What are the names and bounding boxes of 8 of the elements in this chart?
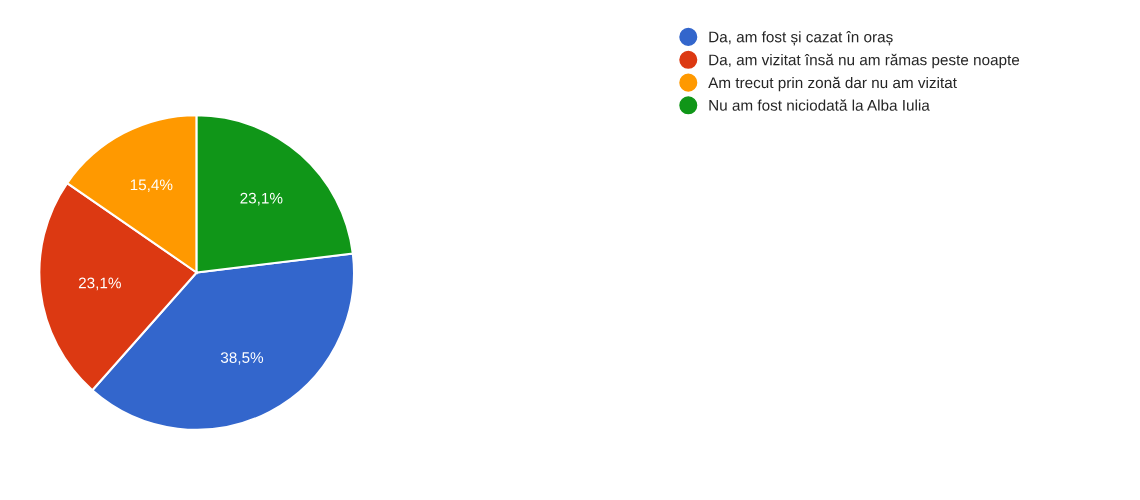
legend-label: Am trecut prin zonă dar nu am vizitat — [708, 76, 957, 92]
legend-label: Da, am vizitat însă nu am rămas peste noapte — [709, 53, 1020, 69]
legend-label: Da, am fost și cazat în oraș — [709, 31, 893, 46]
data-label: 23,1% — [78, 277, 121, 291]
data-label: 23,1% — [240, 192, 283, 206]
data-label: 15,4% — [130, 179, 173, 193]
data-label: 38,5% — [220, 352, 264, 365]
legend-label: Nu am fost niciodată la Alba Iulia — [709, 99, 930, 111]
